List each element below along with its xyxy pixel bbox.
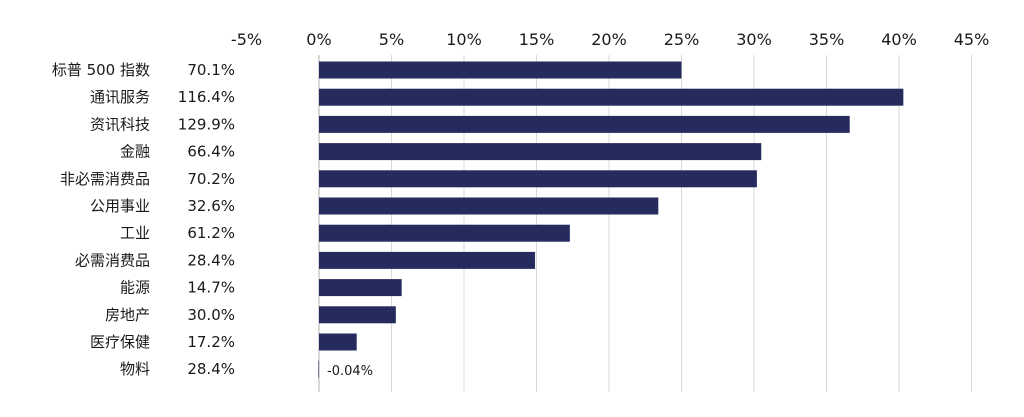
bar bbox=[319, 88, 904, 106]
side-value-label: 61.2% bbox=[187, 224, 235, 242]
x-axis-ticks: -5% 0% 5% 10% 15% 20% 25% 30% 35% 40% 45% bbox=[231, 30, 989, 49]
category-label: 非必需消费品 bbox=[60, 170, 150, 188]
x-tick-label: 35% bbox=[809, 30, 845, 49]
category-label: 公用事业 bbox=[90, 197, 150, 215]
side-value-label: 30.0% bbox=[187, 306, 235, 324]
bar-data-label: -0.04% bbox=[327, 364, 373, 379]
side-value-label: 70.2% bbox=[187, 170, 235, 188]
x-tick-label: 20% bbox=[591, 30, 627, 49]
x-tick-label: 25% bbox=[664, 30, 700, 49]
gridlines bbox=[318, 55, 972, 392]
bar bbox=[319, 251, 536, 269]
category-label: 能源 bbox=[120, 279, 150, 297]
category-label: 资讯科技 bbox=[90, 115, 150, 133]
x-tick-label: 5% bbox=[379, 30, 404, 49]
bar bbox=[319, 115, 850, 133]
x-tick-label: 45% bbox=[954, 30, 990, 49]
category-labels: 标普 500 指数 70.1% 通讯服务 116.4% 资讯科技 129.9% 金融 66.4… bbox=[52, 61, 373, 379]
bar bbox=[319, 306, 396, 324]
category-label: 必需消费品 bbox=[75, 251, 150, 269]
bar bbox=[318, 360, 320, 378]
bar bbox=[319, 279, 402, 297]
x-tick-label: 30% bbox=[736, 30, 772, 49]
side-value-label: 66.4% bbox=[187, 143, 235, 161]
bar bbox=[319, 224, 570, 242]
category-label: 房地产 bbox=[105, 306, 150, 324]
side-value-label: 28.4% bbox=[187, 251, 235, 269]
side-value-label: 116.4% bbox=[178, 88, 235, 106]
side-value-label: 28.4% bbox=[187, 360, 235, 378]
bar bbox=[319, 61, 682, 79]
bar bbox=[319, 197, 659, 215]
category-label: 医疗保健 bbox=[90, 333, 150, 351]
x-tick-label: 40% bbox=[881, 30, 917, 49]
x-tick-label: -5% bbox=[231, 30, 262, 49]
x-tick-label: 15% bbox=[519, 30, 555, 49]
category-label: 物料 bbox=[120, 360, 150, 378]
side-value-label: 129.9% bbox=[178, 115, 235, 133]
bars bbox=[318, 61, 904, 378]
category-label: 金融 bbox=[120, 143, 150, 161]
bar bbox=[319, 333, 357, 351]
bar bbox=[319, 143, 762, 161]
side-value-label: 17.2% bbox=[187, 333, 235, 351]
side-value-label: 70.1% bbox=[187, 61, 235, 79]
bar bbox=[319, 170, 757, 188]
x-tick-label: 0% bbox=[306, 30, 331, 49]
x-tick-label: 10% bbox=[446, 30, 482, 49]
side-value-label: 32.6% bbox=[187, 197, 235, 215]
category-label: 标普 500 指数 bbox=[52, 61, 150, 79]
category-label: 通讯服务 bbox=[90, 88, 150, 106]
side-value-label: 14.7% bbox=[187, 279, 235, 297]
category-label: 工业 bbox=[120, 224, 150, 242]
